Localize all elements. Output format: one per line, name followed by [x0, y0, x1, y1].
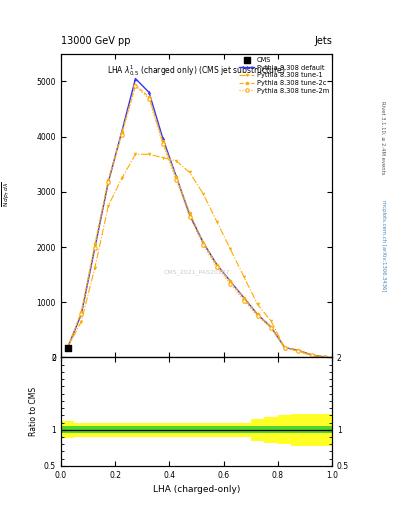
Pythia 8.308 tune-2m: [119, 132, 124, 138]
Pythia 8.308 tune-2c: [323, 354, 328, 360]
Pythia 8.308 tune-2m: [242, 297, 246, 304]
Pythia 8.308 default: [228, 278, 233, 284]
Pythia 8.308 default: [269, 324, 274, 330]
Pythia 8.308 tune-1: [187, 169, 192, 176]
Pythia 8.308 tune-2c: [255, 311, 260, 317]
Pythia 8.308 tune-2c: [187, 210, 192, 216]
Pythia 8.308 tune-2m: [201, 242, 206, 248]
Pythia 8.308 default: [282, 345, 287, 351]
Pythia 8.308 tune-1: [174, 158, 178, 164]
Line: Pythia 8.308 tune-2c: Pythia 8.308 tune-2c: [66, 83, 327, 359]
Text: 13000 GeV pp: 13000 GeV pp: [61, 36, 130, 46]
Pythia 8.308 default: [255, 311, 260, 317]
Pythia 8.308 tune-2c: [201, 240, 206, 246]
Pythia 8.308 tune-1: [255, 302, 260, 308]
Pythia 8.308 tune-2c: [79, 309, 84, 315]
Pythia 8.308 tune-2c: [174, 174, 178, 180]
Pythia 8.308 tune-2c: [242, 295, 246, 301]
Pythia 8.308 default: [201, 240, 206, 246]
Pythia 8.308 tune-1: [79, 318, 84, 325]
Pythia 8.308 tune-1: [242, 274, 246, 280]
Line: Pythia 8.308 tune-1: Pythia 8.308 tune-1: [66, 153, 327, 359]
Pythia 8.308 tune-1: [92, 265, 97, 271]
Pythia 8.308 tune-2m: [269, 325, 274, 331]
Pythia 8.308 tune-2m: [174, 177, 178, 183]
Pythia 8.308 tune-1: [201, 191, 206, 197]
CMS: [64, 344, 71, 352]
Pythia 8.308 tune-2m: [133, 83, 138, 89]
Pythia 8.308 tune-2c: [309, 352, 314, 358]
Pythia 8.308 tune-2m: [228, 281, 233, 287]
Pythia 8.308 tune-2c: [296, 347, 301, 353]
Pythia 8.308 tune-1: [65, 345, 70, 351]
Pythia 8.308 default: [133, 76, 138, 82]
Pythia 8.308 tune-2c: [160, 138, 165, 144]
Pythia 8.308 default: [296, 347, 301, 353]
Pythia 8.308 tune-1: [106, 203, 111, 209]
Text: Jets: Jets: [314, 36, 332, 46]
Pythia 8.308 tune-2m: [323, 354, 328, 360]
Pythia 8.308 default: [174, 173, 178, 179]
Pythia 8.308 tune-1: [160, 155, 165, 161]
Pythia 8.308 tune-2c: [228, 278, 233, 284]
Pythia 8.308 tune-2c: [106, 177, 111, 183]
Pythia 8.308 default: [106, 179, 111, 185]
Pythia 8.308 tune-2m: [215, 264, 219, 270]
Pythia 8.308 default: [242, 295, 246, 301]
Pythia 8.308 default: [323, 354, 328, 360]
Pythia 8.308 tune-2m: [92, 245, 97, 251]
Pythia 8.308 tune-1: [296, 348, 301, 354]
Pythia 8.308 tune-2m: [79, 311, 84, 317]
Pythia 8.308 default: [147, 89, 151, 95]
Pythia 8.308 tune-1: [147, 151, 151, 157]
Pythia 8.308 tune-2c: [119, 129, 124, 135]
Text: $\frac{1}{\mathrm{N}}\frac{d\mathrm{N}}{dp_T\,d\lambda}$: $\frac{1}{\mathrm{N}}\frac{d\mathrm{N}}{…: [0, 182, 13, 207]
Pythia 8.308 tune-2c: [65, 345, 70, 351]
Pythia 8.308 tune-1: [119, 175, 124, 181]
Pythia 8.308 tune-2c: [282, 345, 287, 351]
Pythia 8.308 tune-2c: [269, 324, 274, 330]
Pythia 8.308 tune-1: [282, 345, 287, 351]
Legend: CMS, Pythia 8.308 default, Pythia 8.308 tune-1, Pythia 8.308 tune-2c, Pythia 8.3: CMS, Pythia 8.308 default, Pythia 8.308 …: [238, 56, 330, 95]
Pythia 8.308 default: [79, 311, 84, 317]
Pythia 8.308 tune-2c: [133, 82, 138, 88]
X-axis label: LHA (charged-only): LHA (charged-only): [153, 485, 240, 495]
Pythia 8.308 default: [92, 245, 97, 251]
Pythia 8.308 tune-1: [323, 354, 328, 360]
Pythia 8.308 tune-2m: [296, 348, 301, 354]
Text: Rivet 3.1.10, ≥ 2.4M events: Rivet 3.1.10, ≥ 2.4M events: [381, 101, 386, 175]
Pythia 8.308 tune-1: [269, 318, 274, 324]
Line: Pythia 8.308 default: Pythia 8.308 default: [66, 77, 327, 359]
Pythia 8.308 tune-2m: [282, 345, 287, 351]
Pythia 8.308 tune-2m: [255, 313, 260, 319]
Pythia 8.308 tune-1: [215, 219, 219, 225]
Pythia 8.308 tune-2m: [309, 352, 314, 358]
Pythia 8.308 default: [65, 345, 70, 351]
Pythia 8.308 tune-2m: [187, 214, 192, 220]
Text: mcplots.cern.ch [arXiv:1306.3436]: mcplots.cern.ch [arXiv:1306.3436]: [381, 200, 386, 291]
Pythia 8.308 tune-1: [133, 151, 138, 157]
Pythia 8.308 tune-2m: [147, 96, 151, 102]
Y-axis label: Ratio to CMS: Ratio to CMS: [29, 387, 39, 436]
Pythia 8.308 tune-2c: [147, 94, 151, 100]
Line: Pythia 8.308 tune-2m: Pythia 8.308 tune-2m: [66, 84, 327, 359]
Pythia 8.308 tune-1: [309, 352, 314, 358]
Pythia 8.308 default: [215, 262, 219, 268]
Pythia 8.308 default: [119, 128, 124, 134]
Text: LHA $\lambda^{1}_{0.5}$ (charged only) (CMS jet substructure): LHA $\lambda^{1}_{0.5}$ (charged only) (…: [107, 63, 286, 78]
Pythia 8.308 tune-2m: [65, 345, 70, 351]
Pythia 8.308 tune-2m: [106, 179, 111, 185]
Pythia 8.308 default: [160, 135, 165, 141]
Text: CMS_2021_PAS20187: CMS_2021_PAS20187: [163, 270, 230, 275]
Pythia 8.308 default: [309, 352, 314, 358]
Pythia 8.308 tune-2c: [215, 262, 219, 268]
Pythia 8.308 tune-2c: [92, 241, 97, 247]
Pythia 8.308 tune-2m: [160, 141, 165, 147]
Pythia 8.308 default: [187, 212, 192, 218]
Pythia 8.308 tune-1: [228, 246, 233, 252]
